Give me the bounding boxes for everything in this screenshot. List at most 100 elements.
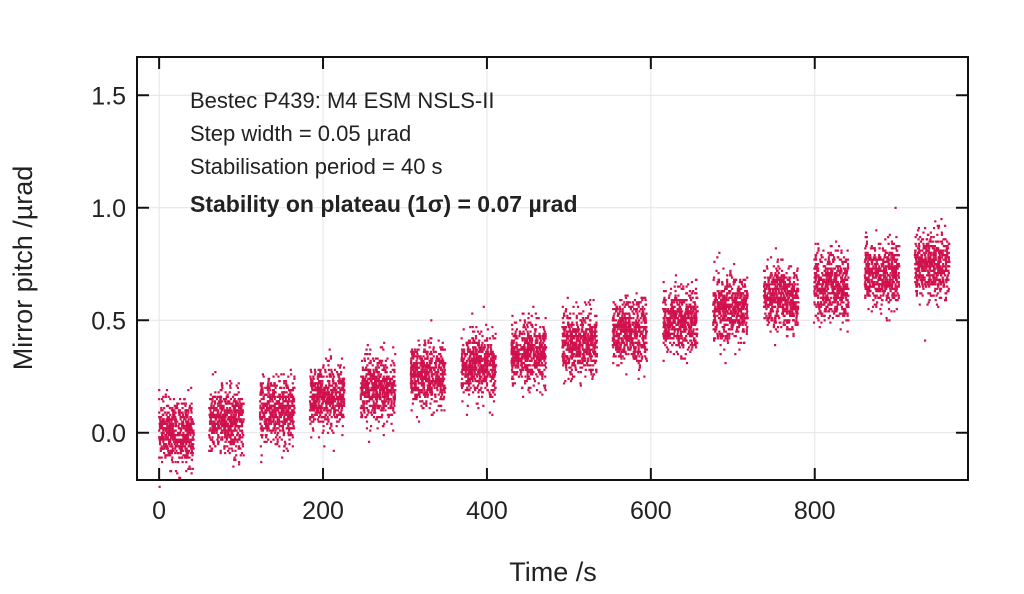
- data-point: [461, 337, 463, 339]
- data-point: [184, 434, 186, 436]
- data-point: [210, 412, 212, 414]
- data-point: [429, 364, 431, 366]
- data-point: [472, 373, 474, 375]
- data-point: [527, 333, 529, 335]
- data-point: [565, 326, 567, 328]
- data-point: [317, 385, 319, 387]
- data-point: [328, 400, 330, 402]
- data-point: [170, 443, 172, 445]
- data-point: [289, 412, 291, 414]
- data-point: [393, 412, 395, 414]
- data-point: [416, 358, 418, 360]
- data-point: [543, 358, 545, 360]
- data-point: [229, 425, 231, 427]
- data-point: [374, 412, 376, 414]
- data-point: [518, 376, 520, 378]
- data-point: [234, 436, 236, 438]
- data-point: [318, 373, 320, 375]
- data-point: [478, 351, 480, 353]
- data-point: [481, 380, 483, 382]
- data-point: [229, 434, 231, 436]
- data-point: [191, 439, 193, 441]
- data-point: [393, 362, 395, 364]
- data-point: [362, 387, 364, 389]
- data-point: [571, 351, 573, 353]
- data-point: [376, 400, 378, 402]
- data-point: [377, 427, 379, 429]
- data-point: [215, 416, 217, 418]
- data-point: [181, 439, 183, 441]
- data-point: [429, 403, 431, 405]
- data-point: [484, 358, 486, 360]
- data-point: [272, 376, 274, 378]
- data-point: [439, 398, 441, 400]
- data-point: [374, 407, 376, 409]
- data-point: [533, 335, 535, 337]
- data-point: [368, 378, 370, 380]
- data-point: [391, 360, 393, 362]
- data-point: [595, 371, 597, 373]
- data-point: [286, 385, 288, 387]
- data-point: [579, 353, 581, 355]
- data-point: [387, 403, 389, 405]
- data-point: [368, 371, 370, 373]
- data-point: [444, 362, 446, 364]
- data-point: [336, 371, 338, 373]
- data-point: [543, 369, 545, 371]
- data-point: [168, 454, 170, 456]
- data-point: [171, 452, 173, 454]
- data-point: [174, 443, 176, 445]
- data-point: [220, 452, 222, 454]
- data-point: [386, 358, 388, 360]
- data-point: [188, 418, 190, 420]
- data-point: [467, 378, 469, 380]
- data-point: [488, 362, 490, 364]
- data-point: [511, 324, 513, 326]
- data-point: [470, 378, 472, 380]
- data-point: [288, 405, 290, 407]
- data-point: [471, 337, 473, 339]
- data-point: [317, 378, 319, 380]
- data-point: [483, 344, 485, 346]
- data-point: [410, 373, 412, 375]
- data-point: [515, 353, 517, 355]
- data-point: [542, 349, 544, 351]
- data-point: [461, 400, 463, 402]
- data-point: [411, 353, 413, 355]
- data-point: [444, 373, 446, 375]
- data-point: [390, 400, 392, 402]
- data-point: [524, 367, 526, 369]
- data-point: [584, 301, 586, 303]
- data-point: [227, 396, 229, 398]
- data-point: [440, 409, 442, 411]
- data-point: [180, 430, 182, 432]
- data-point: [209, 409, 211, 411]
- data-point: [488, 391, 490, 393]
- data-point: [318, 369, 320, 371]
- data-point: [177, 425, 179, 427]
- data-point: [579, 344, 581, 346]
- data-point: [186, 457, 188, 459]
- data-point: [236, 421, 238, 423]
- data-point: [276, 423, 278, 425]
- data-point: [332, 407, 334, 409]
- data-point: [493, 362, 495, 364]
- data-point: [379, 389, 381, 391]
- data-point: [420, 360, 422, 362]
- data-point: [439, 391, 441, 393]
- data-point: [380, 373, 382, 375]
- data-point: [412, 358, 414, 360]
- data-point: [542, 333, 544, 335]
- data-point: [472, 331, 474, 333]
- data-point: [372, 400, 374, 402]
- data-point: [393, 389, 395, 391]
- data-point: [238, 382, 240, 384]
- data-point: [375, 369, 377, 371]
- data-point: [491, 371, 493, 373]
- data-point: [418, 376, 420, 378]
- data-point: [528, 335, 530, 337]
- data-point: [225, 391, 227, 393]
- data-point: [234, 423, 236, 425]
- data-point: [310, 403, 312, 405]
- data-point: [565, 310, 567, 312]
